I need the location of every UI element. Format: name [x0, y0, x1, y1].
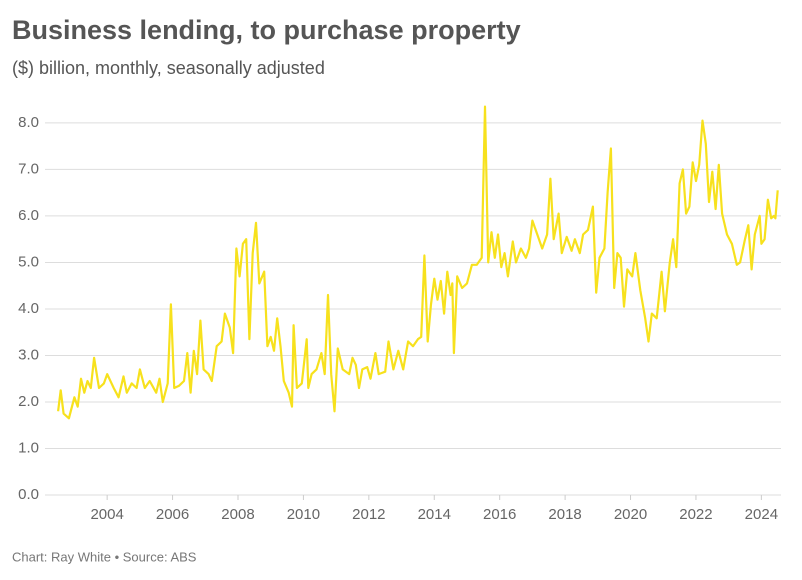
x-tick-label: 2024: [745, 506, 778, 523]
x-tick-label: 2010: [287, 506, 320, 523]
footer: Chart: Ray White • Source: ABS: [12, 549, 197, 564]
y-tick-label: 7.0: [18, 160, 39, 177]
x-tick-label: 2020: [614, 506, 647, 523]
y-tick-label: 3.0: [18, 346, 39, 363]
x-tick-label: 2014: [418, 506, 451, 523]
x-tick-label: 2016: [483, 506, 516, 523]
x-tick-label: 2004: [90, 506, 123, 523]
y-tick-label: 1.0: [18, 439, 39, 456]
y-tick-label: 5.0: [18, 253, 39, 270]
x-tick-label: 2012: [352, 506, 385, 523]
y-tick-label: 0.0: [18, 486, 39, 503]
chart-title: Business lending, to purchase property: [12, 15, 521, 45]
y-tick-label: 6.0: [18, 207, 39, 224]
y-tick-label: 2.0: [18, 393, 39, 410]
y-tick-label: 4.0: [18, 300, 39, 317]
x-tick-label: 2018: [548, 506, 581, 523]
data-line: [57, 105, 779, 420]
x-tick-label: 2022: [679, 506, 712, 523]
y-tick-label: 8.0: [18, 114, 39, 131]
x-tick-label: 2006: [156, 506, 189, 523]
chart-subtitle: ($) billion, monthly, seasonally adjuste…: [12, 58, 325, 78]
x-tick-label: 2008: [221, 506, 254, 523]
